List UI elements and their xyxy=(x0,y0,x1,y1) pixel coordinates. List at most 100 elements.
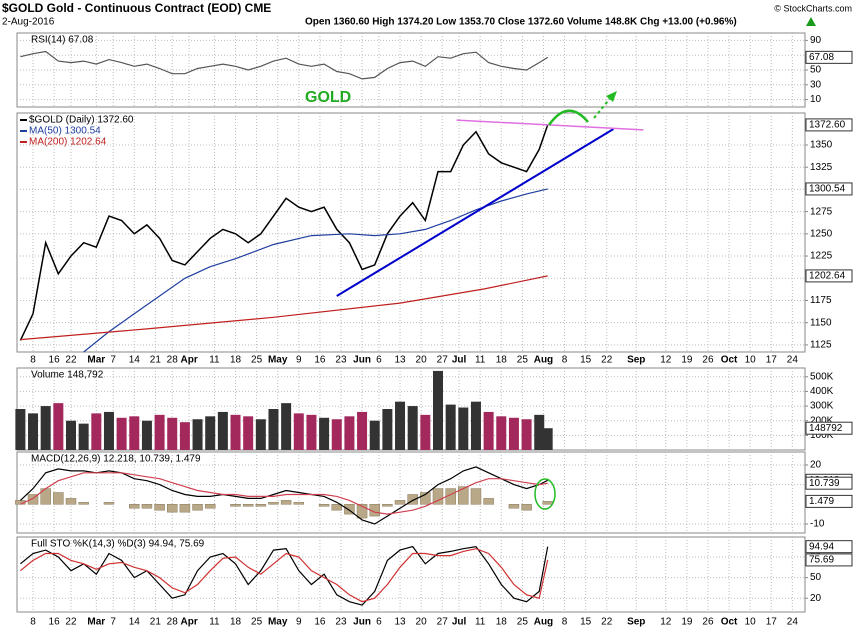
x-tick-label: Jul xyxy=(452,355,467,366)
bar xyxy=(154,414,165,450)
bar xyxy=(280,500,292,505)
x-tick-label: 27 xyxy=(437,617,449,628)
y-tick-label: 1275 xyxy=(810,206,833,217)
x-tick-label: 16 xyxy=(314,355,326,366)
bar xyxy=(356,504,368,519)
x-tick-label: 8 xyxy=(30,355,36,366)
bar xyxy=(483,498,494,505)
x-tick-label: Jun xyxy=(353,617,371,628)
x-tick-label: 9 xyxy=(296,617,302,628)
y-tick-label: 100K xyxy=(810,430,834,441)
x-tick-label: 21 xyxy=(150,617,162,628)
x-tick-label: 25 xyxy=(517,355,529,366)
bar xyxy=(357,411,368,450)
bar xyxy=(166,504,178,513)
x-tick-label: 18 xyxy=(230,617,242,628)
x-tick-label: 26 xyxy=(702,355,714,366)
trendline xyxy=(336,128,615,297)
x-tick-label: 22 xyxy=(65,617,77,628)
y-tick-label: 30 xyxy=(810,79,822,90)
x-tick-label: 7 xyxy=(110,617,116,628)
x-tick-label: 22 xyxy=(601,355,613,366)
x-tick-label: 16 xyxy=(314,617,326,628)
y-tick-label: 1125 xyxy=(810,340,832,351)
x-tick-label: Aug xyxy=(534,355,553,366)
y-tick-label: 20 xyxy=(810,593,822,604)
bar xyxy=(458,407,469,450)
x-tick-label: 14 xyxy=(129,617,141,628)
x-tick-label: Apr xyxy=(180,355,197,366)
x-tick-label: 11 xyxy=(475,617,486,628)
x-tick-label: 8 xyxy=(562,355,568,366)
bar xyxy=(192,419,203,450)
bar xyxy=(542,428,553,450)
value-tag-box xyxy=(805,50,853,64)
bar xyxy=(344,416,355,450)
x-tick-label: Apr xyxy=(180,617,197,628)
panel-frame xyxy=(16,112,806,353)
arrow-head xyxy=(606,91,617,102)
quote: Open 1360.60 High 1374.20 Low 1353.70 Cl… xyxy=(305,17,737,28)
x-tick-label: 25 xyxy=(251,617,263,628)
y-tick-label: 1250 xyxy=(810,228,833,239)
bar xyxy=(141,420,152,450)
x-tick-label: 20 xyxy=(416,617,428,628)
x-tick-label: 10 xyxy=(745,355,757,366)
value-tag: 94.94 xyxy=(809,541,834,552)
bar xyxy=(255,504,267,507)
x-tick-label: 19 xyxy=(681,617,693,628)
value-tag-box xyxy=(805,494,853,508)
bar xyxy=(521,504,532,511)
x-tick-label: 14 xyxy=(129,355,141,366)
x-tick-label: 9 xyxy=(296,355,302,366)
bar xyxy=(420,414,431,450)
x-tick-label: 24 xyxy=(787,617,799,628)
bar xyxy=(281,403,292,450)
value-tag: 1300.54 xyxy=(809,184,846,195)
value-tag: 10.739 xyxy=(809,478,840,489)
bar xyxy=(27,494,39,505)
x-tick-label: 20 xyxy=(416,355,428,366)
bar xyxy=(129,416,140,450)
y-tick-label: 200K xyxy=(810,415,834,426)
panel-title: RSI(14) 67.08 xyxy=(31,35,94,46)
panel-title: Full STO %K(14,3) %D(3) 94.94, 75.69 xyxy=(31,539,205,550)
bar xyxy=(331,419,342,450)
y-tick-label: 50 xyxy=(810,65,822,76)
series-line xyxy=(19,466,548,525)
x-tick-label: 24 xyxy=(787,355,799,366)
value-tag: 148792 xyxy=(809,423,843,434)
y-tick-label: 1225 xyxy=(810,251,833,262)
bar xyxy=(319,417,330,450)
x-tick-label: 21 xyxy=(150,355,162,366)
x-tick-label: Aug xyxy=(534,617,553,628)
x-tick-label: 13 xyxy=(394,617,406,628)
y-tick-label: 50 xyxy=(810,572,822,583)
panel-frame xyxy=(16,451,806,534)
x-tick-label: 15 xyxy=(580,617,592,628)
value-tag-box xyxy=(805,118,853,132)
series-line xyxy=(20,548,549,603)
bar xyxy=(103,502,115,505)
value-tag-box xyxy=(805,553,853,567)
bar xyxy=(65,420,76,450)
bar xyxy=(179,422,190,450)
x-tick-label: 22 xyxy=(601,617,613,628)
bar xyxy=(53,403,64,450)
y-tick-label: 1350 xyxy=(810,140,833,151)
x-tick-label: Oct xyxy=(721,617,738,628)
bar xyxy=(243,416,254,450)
panel-title: MACD(12,26,9) 12.218, 10.739, 1.479 xyxy=(31,454,201,465)
y-tick-label: 90 xyxy=(810,35,822,46)
bar xyxy=(242,504,254,507)
y-tick-label: 1325 xyxy=(810,162,833,173)
x-tick-label: 16 xyxy=(49,617,61,628)
bar xyxy=(521,419,532,450)
y-tick-label: 500K xyxy=(810,371,834,382)
credit: © StockCharts.com xyxy=(774,3,852,13)
x-tick-label: 25 xyxy=(251,355,263,366)
up-arrow-icon xyxy=(806,17,816,26)
bar xyxy=(78,423,89,450)
x-tick-label: 7 xyxy=(110,355,116,366)
panel-frame xyxy=(16,536,806,613)
